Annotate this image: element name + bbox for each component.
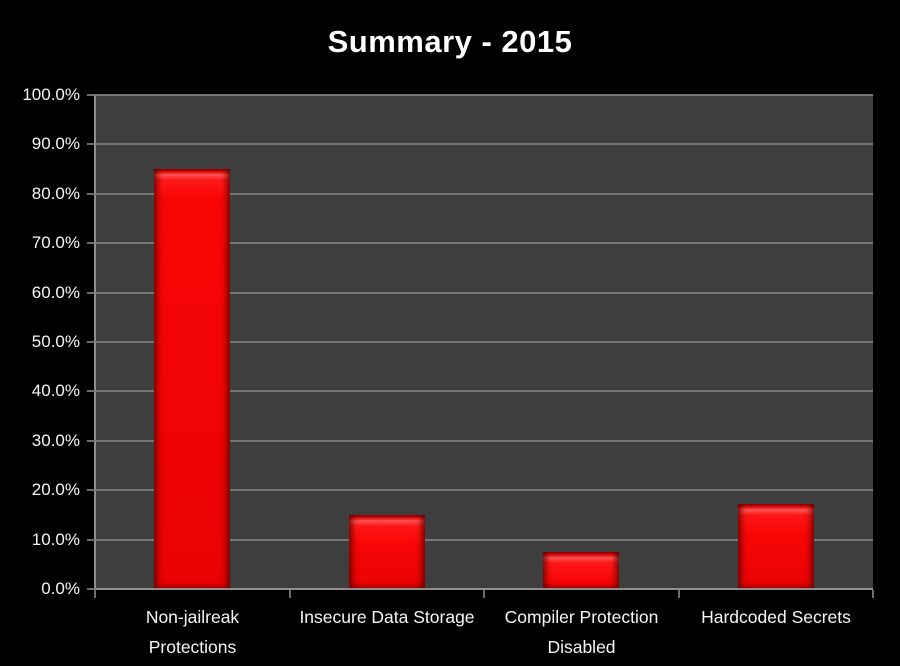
y-tick xyxy=(87,390,95,393)
x-tick-label: Insecure Data Storage xyxy=(299,607,475,627)
gridline xyxy=(95,143,873,146)
y-tick-label: 20.0% xyxy=(31,480,80,500)
chart-title: Summary - 2015 xyxy=(327,24,573,59)
y-tick-label: 30.0% xyxy=(31,430,80,450)
gridline xyxy=(95,192,873,195)
y-tick-label: 10.0% xyxy=(31,529,80,549)
y-tick-label: 50.0% xyxy=(31,332,80,351)
gridline xyxy=(95,291,873,294)
gridline xyxy=(95,439,873,442)
y-tick xyxy=(87,143,95,146)
y-tick xyxy=(87,94,95,96)
x-tick-label: Compiler Protection Disabled xyxy=(504,607,659,657)
x-tick xyxy=(288,590,291,598)
gridline xyxy=(95,94,873,96)
y-tick xyxy=(87,538,95,541)
plot-area xyxy=(95,94,873,589)
y-tick xyxy=(87,489,95,492)
y-tick-label: 80.0% xyxy=(31,183,80,203)
gridline xyxy=(95,489,873,492)
gridline xyxy=(95,242,873,245)
bar xyxy=(737,504,814,589)
bar xyxy=(543,552,620,589)
gridline xyxy=(95,538,873,541)
y-tick xyxy=(87,242,95,245)
x-axis-line xyxy=(95,588,873,590)
x-tick xyxy=(872,590,874,598)
bar xyxy=(154,169,231,589)
x-tick xyxy=(483,590,485,598)
x-tick-label: Non-jailreak Protections xyxy=(145,607,240,657)
gridline xyxy=(95,341,873,343)
gridline xyxy=(95,390,873,393)
y-tick-label: 60.0% xyxy=(31,282,80,302)
x-tick-label: Hardcoded Secrets xyxy=(701,607,851,627)
bar xyxy=(348,515,425,589)
x-tick xyxy=(94,590,96,598)
x-tick xyxy=(677,590,680,598)
y-tick-label: 70.0% xyxy=(31,233,80,253)
y-tick-label: 90.0% xyxy=(31,134,80,154)
y-tick-label: 100.0% xyxy=(22,85,80,104)
y-tick xyxy=(87,291,95,294)
y-tick-label: 40.0% xyxy=(31,381,80,401)
y-axis-line xyxy=(94,95,96,589)
y-tick xyxy=(87,192,95,195)
y-tick xyxy=(87,439,95,442)
y-tick xyxy=(87,341,95,343)
y-tick xyxy=(87,588,95,590)
y-tick-label: 0.0% xyxy=(41,579,80,598)
